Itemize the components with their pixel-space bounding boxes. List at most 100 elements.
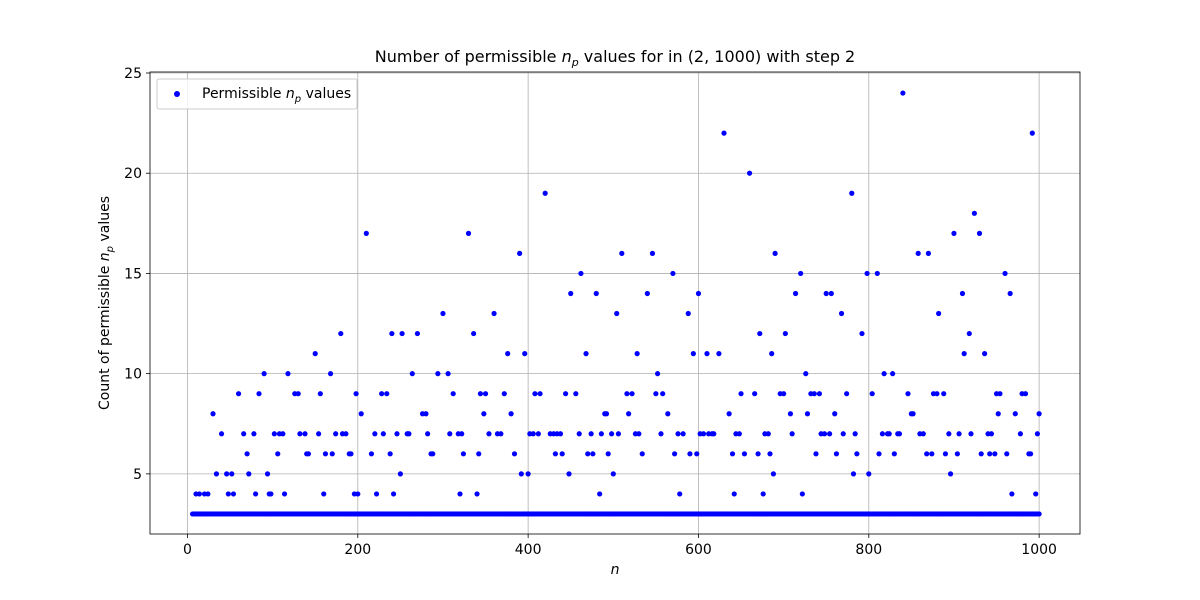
data-point bbox=[387, 451, 393, 457]
data-point bbox=[639, 451, 645, 457]
data-point bbox=[891, 451, 897, 457]
data-point bbox=[619, 250, 625, 256]
data-point bbox=[583, 351, 589, 357]
data-point bbox=[317, 391, 323, 397]
data-point bbox=[224, 471, 230, 477]
chart-title-subscript: p bbox=[571, 56, 579, 69]
data-point bbox=[280, 431, 286, 437]
data-point bbox=[736, 431, 742, 437]
data-point bbox=[752, 391, 758, 397]
data-point bbox=[1009, 491, 1015, 497]
data-point bbox=[196, 491, 202, 497]
data-point bbox=[711, 431, 717, 437]
data-point bbox=[435, 371, 441, 377]
data-point bbox=[213, 471, 220, 477]
data-point bbox=[498, 431, 504, 437]
data-point bbox=[615, 431, 622, 437]
data-point bbox=[563, 391, 569, 397]
data-point bbox=[1004, 451, 1010, 457]
data-point bbox=[244, 451, 250, 457]
data-point bbox=[205, 491, 211, 497]
data-point bbox=[409, 371, 415, 377]
data-point bbox=[670, 270, 676, 277]
data-point bbox=[816, 391, 822, 397]
data-point bbox=[729, 451, 736, 457]
x-tick-label: 400 bbox=[515, 542, 542, 558]
y-tick-label: 25 bbox=[124, 66, 142, 82]
data-point bbox=[517, 250, 523, 256]
data-point bbox=[348, 451, 354, 457]
data-point bbox=[459, 431, 465, 437]
y-axis-label: Count of permissible np values bbox=[97, 196, 116, 410]
data-point bbox=[821, 431, 828, 437]
x-tick-label: 600 bbox=[685, 542, 712, 558]
data-point bbox=[253, 491, 259, 497]
data-point bbox=[741, 451, 748, 457]
data-point bbox=[343, 431, 349, 437]
data-point bbox=[210, 411, 216, 417]
data-point bbox=[804, 411, 811, 417]
data-point bbox=[379, 391, 385, 397]
data-point bbox=[535, 431, 541, 437]
x-tick-label: 200 bbox=[344, 542, 371, 558]
data-point bbox=[414, 330, 421, 337]
data-point bbox=[465, 230, 472, 236]
data-point bbox=[573, 391, 579, 397]
data-point bbox=[997, 391, 1003, 397]
data-point bbox=[597, 491, 603, 497]
y-axis-label-post: values bbox=[97, 196, 113, 246]
data-point bbox=[389, 330, 395, 337]
data-point bbox=[649, 250, 656, 256]
data-point bbox=[988, 431, 995, 437]
data-point bbox=[675, 431, 681, 437]
data-point bbox=[915, 250, 921, 256]
data-point bbox=[782, 330, 788, 337]
x-tick-label: 1000 bbox=[1021, 542, 1057, 558]
data-point bbox=[813, 451, 819, 457]
data-point bbox=[329, 451, 335, 457]
data-point bbox=[542, 190, 548, 196]
data-point bbox=[672, 451, 678, 457]
data-point bbox=[476, 451, 482, 457]
y-axis-label-subscript: p bbox=[105, 246, 116, 253]
data-point bbox=[859, 330, 865, 337]
data-point bbox=[1033, 491, 1039, 497]
data-point bbox=[578, 270, 584, 277]
y-tick-label: 10 bbox=[124, 367, 142, 383]
data-point bbox=[474, 491, 480, 497]
data-point bbox=[423, 411, 429, 417]
data-point bbox=[660, 391, 666, 397]
data-point bbox=[827, 431, 833, 437]
data-point bbox=[947, 471, 954, 477]
data-point bbox=[316, 431, 322, 437]
data-point bbox=[866, 471, 872, 477]
data-point bbox=[445, 371, 451, 377]
data-point bbox=[626, 411, 632, 417]
data-point bbox=[230, 491, 237, 497]
data-point bbox=[1036, 511, 1042, 517]
data-point bbox=[690, 351, 696, 357]
data-point bbox=[789, 431, 795, 437]
data-point bbox=[658, 431, 664, 437]
data-point bbox=[852, 431, 858, 437]
data-point bbox=[769, 351, 775, 357]
data-point bbox=[295, 391, 301, 397]
data-point bbox=[430, 451, 436, 457]
data-point bbox=[738, 391, 744, 397]
data-point bbox=[929, 451, 935, 457]
data-point bbox=[399, 330, 405, 337]
data-point bbox=[406, 431, 412, 437]
data-point bbox=[1029, 130, 1035, 136]
data-point bbox=[850, 471, 857, 477]
data-point bbox=[384, 391, 390, 397]
data-point bbox=[605, 451, 611, 457]
chart-title-post: values for in (2, 1000) with step 2 bbox=[579, 47, 856, 66]
data-point bbox=[511, 451, 518, 457]
data-point bbox=[576, 431, 582, 437]
chart-title: Number of permissible np values for in (… bbox=[375, 47, 855, 69]
data-point bbox=[397, 471, 403, 477]
data-point bbox=[644, 290, 650, 297]
data-point bbox=[687, 451, 693, 457]
data-point bbox=[700, 431, 707, 437]
